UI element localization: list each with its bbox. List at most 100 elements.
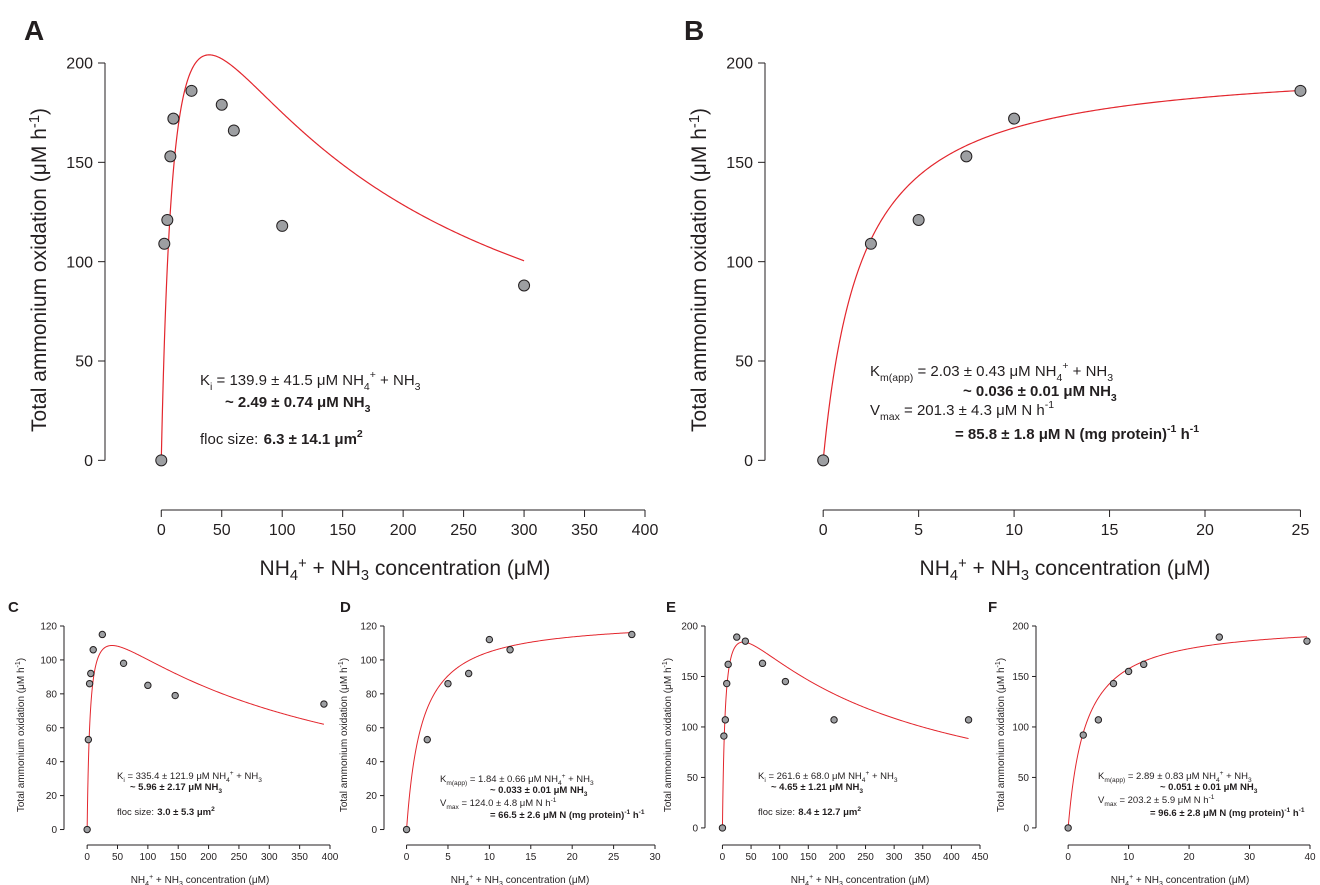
km-value: Km(app) = 2.03 ± 0.43 μM NH4+ + NH3 bbox=[870, 360, 1113, 384]
data-point bbox=[119, 659, 128, 668]
x-tick-label: 0 bbox=[157, 522, 166, 539]
data-point bbox=[518, 279, 531, 292]
x-tick-label: 5 bbox=[445, 852, 451, 863]
y-axis-title: Total ammonium oxidation (μM h-1) bbox=[338, 658, 350, 812]
ki-nh3-value: ~ 5.96 ± 2.17 μM NH3 bbox=[130, 782, 222, 795]
y-tick-label: 100 bbox=[681, 722, 698, 733]
x-tick-label: 30 bbox=[649, 852, 661, 863]
y-tick-label: 40 bbox=[46, 757, 58, 768]
x-tick-label: 350 bbox=[291, 852, 308, 863]
data-point bbox=[320, 700, 328, 708]
vmax-protein-value: = 96.6 ± 2.8 μM N (mg protein)-1 h-1 bbox=[1150, 807, 1305, 819]
x-tick-label: 150 bbox=[329, 522, 356, 539]
panel-e: E 0 50 100 150 200 250 300 350 400 450 0 50 100 150 200… bbox=[662, 599, 989, 885]
x-tick-label: 400 bbox=[322, 852, 339, 863]
x-tick-label: 100 bbox=[140, 852, 157, 863]
y-tick-label: 20 bbox=[46, 791, 58, 802]
x-tick-label: 10 bbox=[1005, 522, 1023, 539]
y-tick-label: 150 bbox=[681, 672, 698, 683]
x-tick-label: 30 bbox=[1244, 852, 1256, 863]
data-point bbox=[144, 681, 152, 690]
data-point bbox=[185, 84, 198, 97]
y-tick-label: 120 bbox=[40, 622, 57, 633]
y-tick-label: 100 bbox=[726, 254, 753, 271]
x-tick-label: 20 bbox=[567, 852, 579, 863]
data-point bbox=[89, 646, 97, 654]
y-tick-label: 100 bbox=[66, 254, 93, 271]
x-tick-label: 15 bbox=[525, 852, 537, 863]
data-point bbox=[724, 660, 732, 669]
data-point bbox=[830, 716, 838, 724]
y-tick-label: 0 bbox=[744, 453, 753, 470]
data-point bbox=[733, 633, 741, 641]
y-tick-label: 50 bbox=[1018, 773, 1030, 784]
y-tick-label: 200 bbox=[1012, 622, 1029, 633]
y-tick-label: 40 bbox=[366, 757, 378, 768]
data-point bbox=[161, 213, 174, 226]
ki-value: Ki = 335.4 ± 121.9 μM NH4+ + NH3 bbox=[117, 770, 262, 784]
x-axis-title: NH4+ + NH3 concentration (μM) bbox=[791, 874, 930, 885]
y-tick-label: 150 bbox=[1012, 672, 1029, 683]
data-point bbox=[628, 630, 636, 639]
x-tick-label: 15 bbox=[1101, 522, 1119, 539]
y-tick-label: 0 bbox=[371, 825, 377, 836]
x-axis-title: NH4+ + NH3 concentration (μM) bbox=[260, 556, 551, 584]
ki-nh3-value: ~ 4.65 ± 1.21 μM NH3 bbox=[771, 782, 863, 795]
data-point bbox=[164, 150, 177, 163]
x-tick-label: 200 bbox=[390, 522, 417, 539]
x-tick-label: 50 bbox=[213, 522, 231, 539]
data-point bbox=[781, 677, 790, 686]
data-point bbox=[171, 691, 179, 700]
x-tick-label: 0 bbox=[1065, 852, 1071, 863]
x-tick-label: 40 bbox=[1304, 852, 1316, 863]
data-point bbox=[167, 112, 180, 125]
panel-label: A bbox=[24, 15, 44, 46]
data-point bbox=[506, 646, 514, 654]
x-axis-title: NH4+ + NH3 concentration (μM) bbox=[920, 556, 1211, 584]
vmax-value: Vmax = 203.2 ± 5.9 μM N h-1 bbox=[1098, 794, 1215, 808]
data-point bbox=[444, 679, 452, 688]
ki-nh3-value: ~ 2.49 ± 0.74 μM NH3 bbox=[225, 394, 371, 415]
panel-label: D bbox=[340, 599, 351, 616]
data-point bbox=[85, 679, 94, 688]
ki-value: Ki = 261.6 ± 68.0 μM NH4+ + NH3 bbox=[758, 770, 898, 784]
x-tick-label: 250 bbox=[231, 852, 248, 863]
x-tick-label: 450 bbox=[972, 852, 989, 863]
y-axis-title: Total ammonium oxidation (μM h-1) bbox=[27, 108, 51, 432]
x-tick-label: 0 bbox=[720, 852, 726, 863]
x-tick-label: 350 bbox=[914, 852, 931, 863]
km-nh3-value: ~ 0.051 ± 0.01 μM NH3 bbox=[1160, 782, 1258, 795]
x-tick-label: 50 bbox=[746, 852, 758, 863]
x-tick-label: 250 bbox=[857, 852, 874, 863]
data-point bbox=[1079, 731, 1087, 739]
data-point bbox=[718, 824, 727, 832]
panel-b: B 0 5 10 15 20 25 0 50 100 150 200 NH4+ + NH3 concen… bbox=[684, 15, 1309, 584]
data-point bbox=[423, 735, 431, 744]
vmax-protein-value: = 66.5 ± 2.6 μM N (mg protein)-1 h-1 bbox=[490, 809, 645, 821]
data-point bbox=[1124, 667, 1133, 676]
data-point bbox=[485, 635, 494, 644]
fit-curve bbox=[1067, 636, 1308, 828]
data-point bbox=[960, 150, 973, 163]
km-value: Km(app) = 2.89 ± 0.83 μM NH4+ + NH3 bbox=[1098, 770, 1252, 784]
data-point bbox=[158, 237, 171, 250]
vmax-protein-value: = 85.8 ± 1.8 μM N (mg protein)-1 h-1 bbox=[955, 423, 1199, 443]
x-axis-title: NH4+ + NH3 concentration (μM) bbox=[131, 874, 270, 885]
panel-label: F bbox=[988, 599, 997, 616]
y-tick-label: 150 bbox=[66, 155, 93, 172]
fit-curve bbox=[86, 645, 325, 830]
x-tick-label: 150 bbox=[800, 852, 817, 863]
data-point bbox=[721, 716, 730, 724]
x-tick-label: 0 bbox=[404, 852, 410, 863]
data-point bbox=[464, 669, 473, 678]
y-tick-label: 60 bbox=[366, 723, 378, 734]
data-point bbox=[1303, 637, 1311, 645]
panel-label: C bbox=[8, 599, 19, 616]
x-tick-label: 400 bbox=[943, 852, 960, 863]
y-tick-label: 80 bbox=[46, 689, 58, 700]
x-tick-label: 300 bbox=[886, 852, 903, 863]
y-tick-label: 100 bbox=[360, 655, 377, 666]
vmax-value: Vmax = 201.3 ± 4.3 μM N h-1 bbox=[870, 399, 1054, 423]
floc-size-value: 6.3 ± 14.1 μm2 bbox=[264, 428, 363, 448]
